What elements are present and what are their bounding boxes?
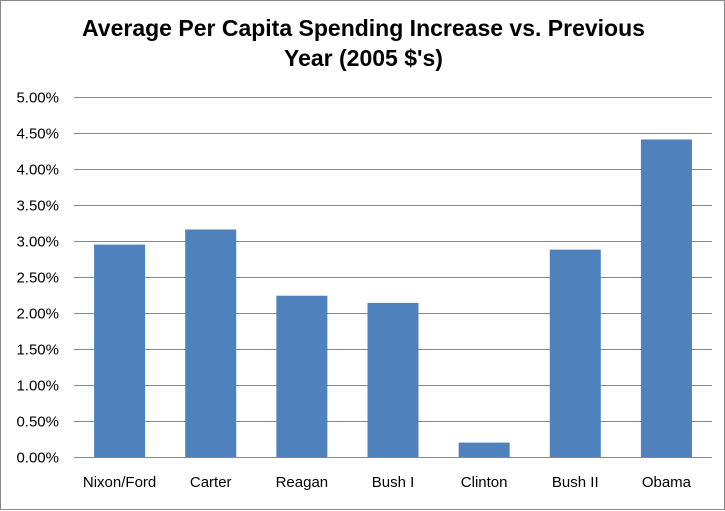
chart-title-line1: Average Per Capita Spending Increase vs.…	[82, 15, 645, 41]
x-tick-label: Bush II	[552, 474, 599, 491]
chart-title-line2: Year (2005 $'s)	[284, 45, 443, 71]
bar	[640, 139, 692, 458]
y-tick-label: 3.50%	[16, 198, 59, 215]
y-tick-label: 1.00%	[16, 378, 59, 395]
y-tick-label: 4.50%	[16, 126, 59, 143]
x-tick-label: Clinton	[461, 474, 508, 491]
x-tick-label: Obama	[642, 474, 692, 491]
x-tick-label: Reagan	[276, 474, 329, 491]
bar	[367, 302, 419, 457]
bar	[549, 249, 601, 457]
y-tick-label: 0.50%	[16, 414, 59, 431]
y-tick-label: 2.00%	[16, 306, 59, 323]
chart-title: Average Per Capita Spending Increase vs.…	[1, 13, 725, 73]
x-tick-label: Bush I	[372, 474, 415, 491]
y-tick-label: 2.50%	[16, 270, 59, 287]
bar	[276, 295, 328, 457]
bar	[458, 442, 510, 457]
y-tick-label: 1.50%	[16, 342, 59, 359]
x-tick-label: Nixon/Ford	[83, 474, 156, 491]
y-tick-label: 3.00%	[16, 234, 59, 251]
y-tick-label: 0.00%	[16, 450, 59, 467]
bar	[185, 229, 237, 457]
y-tick-label: 4.00%	[16, 162, 59, 179]
x-tick-label: Carter	[190, 474, 232, 491]
bar	[94, 244, 146, 457]
y-tick-label: 5.00%	[16, 90, 59, 107]
